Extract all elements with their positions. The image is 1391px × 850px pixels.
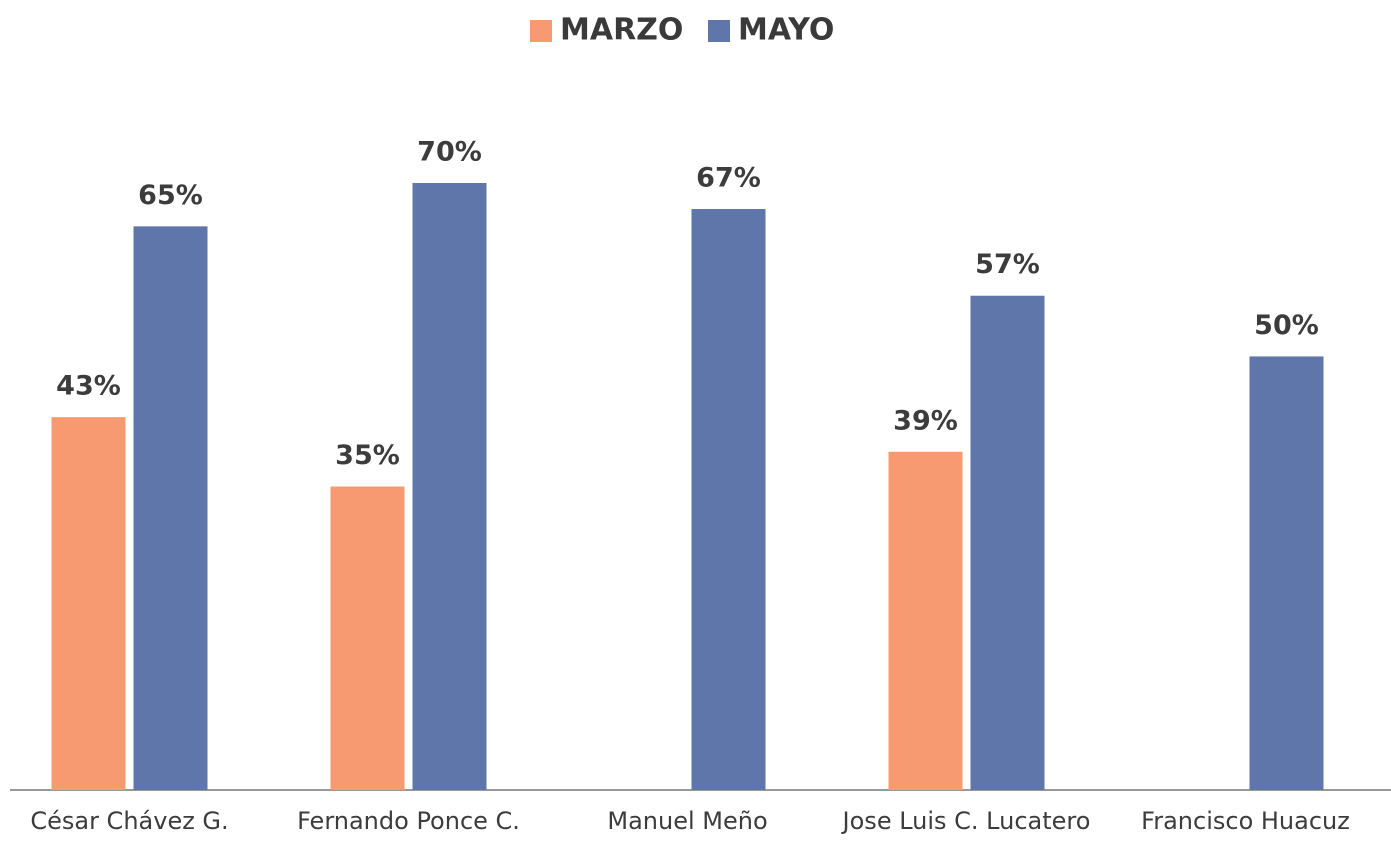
value-label: 50% — [1254, 310, 1319, 341]
legend-label: MARZO — [560, 13, 683, 48]
bar — [133, 226, 208, 790]
value-label: 70% — [417, 137, 482, 168]
bar — [970, 295, 1045, 790]
value-label: 67% — [696, 163, 761, 194]
value-label: 57% — [975, 249, 1040, 280]
x-tick-label: Manuel Meño — [607, 807, 767, 835]
bar — [691, 209, 766, 790]
value-label: 43% — [56, 371, 121, 402]
legend-label: MAYO — [738, 13, 834, 48]
bar — [1249, 356, 1324, 790]
value-label: 35% — [335, 440, 400, 471]
value-label: 65% — [138, 180, 203, 211]
bar — [330, 486, 405, 790]
bar — [412, 183, 487, 790]
legend-swatch — [530, 20, 552, 42]
legend-swatch — [708, 20, 730, 42]
x-tick-label: Jose Luis C. Lucatero — [841, 807, 1091, 835]
x-tick-label: César Chávez G. — [30, 807, 228, 835]
x-tick-label: Fernando Ponce C. — [297, 807, 520, 835]
value-label: 39% — [893, 405, 958, 436]
bar — [51, 417, 126, 790]
x-tick-label: Francisco Huacuz — [1141, 807, 1350, 835]
bar — [888, 451, 963, 790]
